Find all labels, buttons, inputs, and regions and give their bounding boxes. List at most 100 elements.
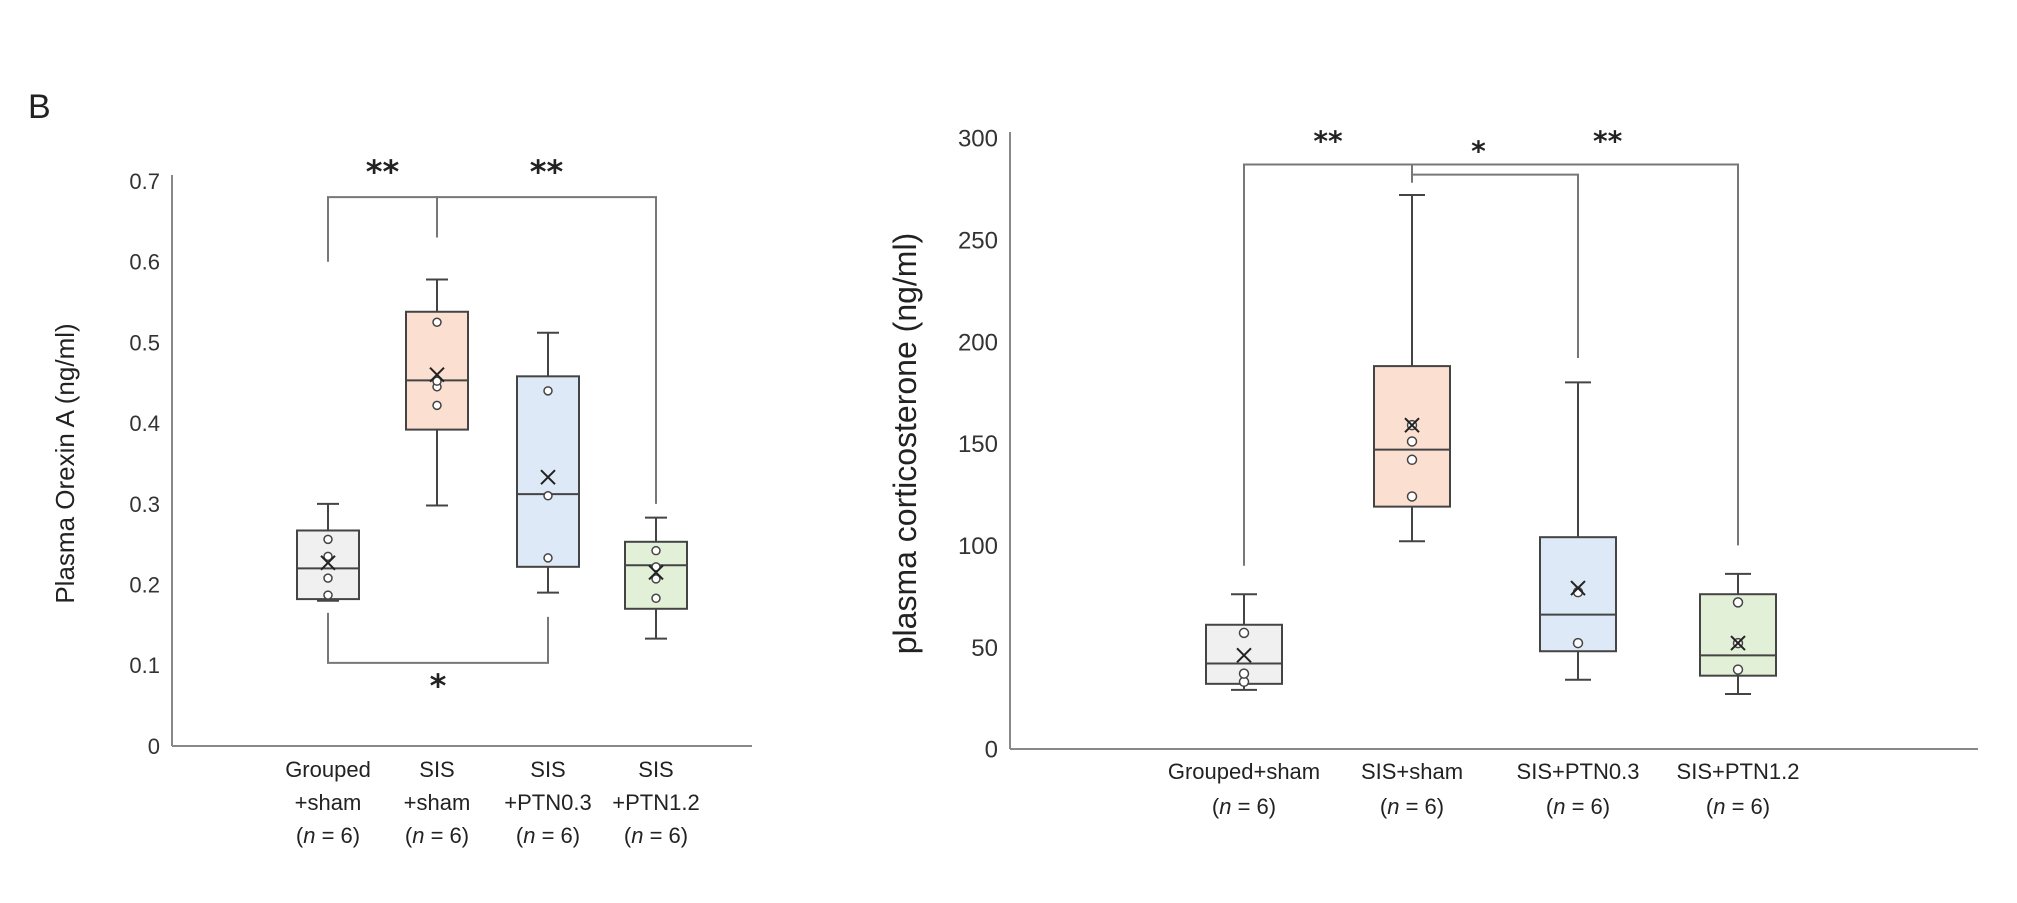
category-n-label: (n = 6) bbox=[405, 823, 469, 848]
n-open: ( bbox=[1706, 794, 1714, 819]
n-symbol: n bbox=[1713, 794, 1725, 819]
category-n-label: (n = 6) bbox=[1212, 794, 1276, 819]
data-point bbox=[543, 553, 553, 563]
significance-bracket: ** bbox=[1243, 124, 1413, 566]
iqr-box bbox=[405, 310, 469, 431]
n-symbol: n bbox=[631, 823, 643, 848]
box-group bbox=[624, 516, 688, 640]
data-point bbox=[1406, 491, 1418, 502]
n-open: ( bbox=[405, 823, 413, 848]
data-point bbox=[543, 386, 553, 396]
data-point bbox=[1238, 668, 1250, 679]
data-point bbox=[651, 574, 661, 584]
n-symbol: n bbox=[1553, 794, 1565, 819]
data-point bbox=[1238, 627, 1250, 639]
category-n-label: (n = 6) bbox=[624, 823, 688, 848]
significance-bracket: * bbox=[327, 612, 549, 705]
bracket-line bbox=[1411, 163, 1739, 546]
category-n-label: (n = 6) bbox=[1380, 794, 1444, 819]
category-label: Grouped+sham bbox=[1168, 759, 1320, 784]
data-point bbox=[543, 491, 553, 501]
n-count: = 6) bbox=[315, 823, 360, 848]
data-point bbox=[1732, 664, 1744, 675]
y-axis-title: Plasma Orexin A (ng/ml) bbox=[50, 323, 80, 603]
n-count: = 6) bbox=[643, 823, 688, 848]
y-tick-label: 0.4 bbox=[129, 411, 160, 436]
y-tick-label: 0.6 bbox=[129, 250, 160, 275]
category-n-label: (n = 6) bbox=[1546, 794, 1610, 819]
category-label: SIS bbox=[419, 757, 454, 782]
n-count: = 6) bbox=[1565, 794, 1610, 819]
bracket-line bbox=[327, 196, 438, 262]
category-label: SIS bbox=[638, 757, 673, 782]
significance-label: ** bbox=[1593, 124, 1623, 157]
panel-label: B bbox=[28, 88, 51, 126]
category-label: +sham bbox=[404, 790, 471, 815]
chart-1: 0 0.1 0.2 0.3 0.4 0.5 0.6 0.7 Plasma Orexin A (n… bbox=[50, 153, 752, 848]
data-point bbox=[323, 573, 333, 583]
data-point bbox=[1406, 436, 1418, 447]
y-axis-title: plasma corticosterone (ng/ml) bbox=[887, 233, 923, 654]
n-count: = 6) bbox=[1725, 794, 1770, 819]
mean-marker bbox=[1404, 417, 1420, 433]
n-count: = 6) bbox=[1231, 794, 1276, 819]
y-tick-label: 50 bbox=[971, 635, 998, 662]
data-point bbox=[432, 376, 442, 386]
category-label: Grouped bbox=[285, 757, 371, 782]
n-count: = 6) bbox=[1399, 794, 1444, 819]
y-tick-label: 0 bbox=[985, 737, 998, 764]
data-point bbox=[651, 562, 661, 572]
category-label: SIS bbox=[530, 757, 565, 782]
n-open: ( bbox=[516, 823, 524, 848]
significance-bracket: ** bbox=[1411, 124, 1739, 546]
data-point bbox=[1406, 454, 1418, 466]
bracket-line bbox=[327, 612, 549, 664]
data-point bbox=[432, 400, 442, 411]
bracket-line bbox=[1412, 173, 1579, 358]
box-group bbox=[296, 502, 360, 602]
mean-marker bbox=[429, 367, 445, 383]
n-symbol: n bbox=[1387, 794, 1399, 819]
mean-marker bbox=[648, 564, 664, 581]
data-point bbox=[1572, 637, 1584, 649]
n-symbol: n bbox=[523, 823, 535, 848]
significance-label: * bbox=[1471, 135, 1486, 168]
n-count: = 6) bbox=[535, 823, 580, 848]
chart-2: 0 50 100 150 200 250 300 plasma corticosterone … bbox=[887, 124, 1978, 819]
category-label: SIS+PTN0.3 bbox=[1517, 759, 1640, 784]
y-tick-label: 0 bbox=[148, 734, 160, 759]
mean-marker bbox=[1570, 580, 1586, 596]
n-symbol: n bbox=[1219, 794, 1231, 819]
y-tick-label: 0.5 bbox=[129, 330, 160, 355]
data-point bbox=[651, 545, 661, 556]
y-tick-label: 200 bbox=[958, 329, 998, 356]
category-label: +PTN0.3 bbox=[504, 790, 591, 815]
bracket-line bbox=[1243, 163, 1413, 566]
mean-marker bbox=[320, 555, 336, 571]
significance-label: * bbox=[430, 667, 447, 705]
iqr-box bbox=[516, 375, 580, 568]
y-tick-label: 0.1 bbox=[129, 653, 160, 678]
significance-label: ** bbox=[530, 153, 564, 191]
box-group bbox=[1205, 593, 1283, 691]
n-open: ( bbox=[1212, 794, 1220, 819]
significance-bracket: * bbox=[1412, 135, 1579, 358]
n-open: ( bbox=[624, 823, 632, 848]
data-point bbox=[1732, 597, 1744, 608]
n-open: ( bbox=[296, 823, 304, 848]
box-group bbox=[1699, 572, 1777, 696]
y-tick-label: 300 bbox=[958, 126, 998, 153]
data-point bbox=[432, 317, 442, 327]
y-tick-label: 150 bbox=[958, 431, 998, 458]
mean-marker bbox=[540, 469, 556, 485]
y-tick-label: 100 bbox=[958, 533, 998, 560]
y-tick-label: 250 bbox=[958, 227, 998, 254]
n-count: = 6) bbox=[424, 823, 469, 848]
category-label: +PTN1.2 bbox=[612, 790, 699, 815]
category-label: SIS+PTN1.2 bbox=[1677, 759, 1800, 784]
data-point bbox=[323, 534, 333, 545]
box-group bbox=[1373, 194, 1451, 543]
data-point bbox=[323, 590, 333, 600]
n-open: ( bbox=[1546, 794, 1554, 819]
